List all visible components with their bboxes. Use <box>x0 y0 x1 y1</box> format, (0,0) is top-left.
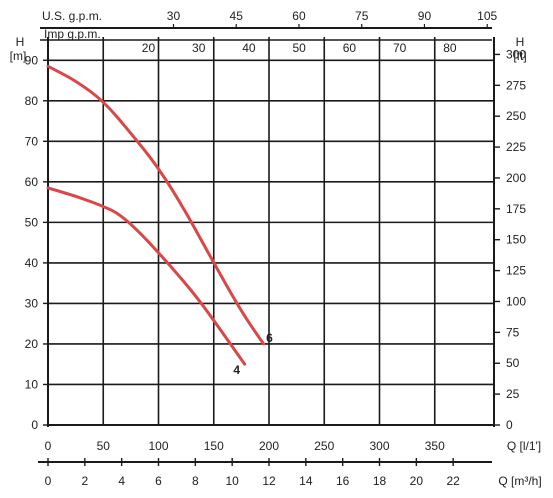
m3h-tick-label: 4 <box>118 474 125 488</box>
chart-labels: 0102030405060708090025507510012515017520… <box>10 9 542 488</box>
left-tick-label: 80 <box>25 94 39 108</box>
left-axis-unit: [m] <box>10 49 27 63</box>
series-curve-6 <box>46 64 265 346</box>
us-gpm-tick-label: 105 <box>477 9 497 23</box>
x-tick-label: 0 <box>45 439 52 453</box>
right-tick-label: 250 <box>506 109 526 123</box>
right-tick-label: 300 <box>506 47 526 61</box>
chart-series <box>46 64 265 366</box>
right-tick-label: 0 <box>506 418 513 432</box>
us-gpm-label: U.S. g.p.m. <box>42 9 102 23</box>
x-tick-label: 350 <box>425 439 445 453</box>
left-tick-label: 50 <box>25 215 39 229</box>
right-tick-label: 275 <box>506 78 526 92</box>
right-tick-label: 25 <box>506 387 520 401</box>
m3h-tick-label: 0 <box>45 474 52 488</box>
m3h-tick-label: 6 <box>155 474 162 488</box>
us-gpm-tick-label: 60 <box>292 9 306 23</box>
left-tick-label: 0 <box>31 418 38 432</box>
right-tick-label: 150 <box>506 233 526 247</box>
m3h-axis-label: Q [m³/h] <box>498 474 541 488</box>
imp-gpm-tick-label: 80 <box>443 41 457 55</box>
right-tick-label: 50 <box>506 356 520 370</box>
imp-gpm-tick-label: 20 <box>142 41 156 55</box>
x-tick-label: 200 <box>259 439 279 453</box>
right-tick-label: 75 <box>506 325 520 339</box>
right-tick-label: 125 <box>506 264 526 278</box>
right-axis-title: H <box>516 35 525 49</box>
m3h-tick-label: 8 <box>192 474 199 488</box>
m3h-tick-label: 20 <box>410 474 424 488</box>
m3h-tick-label: 22 <box>446 474 460 488</box>
left-tick-label: 40 <box>25 256 39 270</box>
imp-gpm-tick-label: 40 <box>242 41 256 55</box>
x-axis-label: Q [l/1'] <box>507 439 541 453</box>
us-gpm-tick-label: 30 <box>167 9 181 23</box>
left-axis-title: H <box>16 35 25 49</box>
us-gpm-tick-label: 45 <box>230 9 244 23</box>
m3h-tick-label: 10 <box>225 474 239 488</box>
right-tick-label: 100 <box>506 294 526 308</box>
series-curve-4 <box>46 186 247 366</box>
x-tick-label: 150 <box>204 439 224 453</box>
series-label-4: 4 <box>233 363 240 377</box>
chart-frame <box>38 24 500 466</box>
imp-gpm-tick-label: 50 <box>292 41 306 55</box>
imp-gpm-tick-label: 30 <box>192 41 206 55</box>
right-axis-unit: [ft] <box>513 49 526 63</box>
us-gpm-tick-label: 75 <box>355 9 369 23</box>
right-tick-label: 200 <box>506 171 526 185</box>
imp-gpm-tick-label: 60 <box>343 41 357 55</box>
x-tick-label: 100 <box>148 439 168 453</box>
left-tick-label: 90 <box>25 53 39 67</box>
left-tick-label: 10 <box>25 377 39 391</box>
m3h-tick-label: 14 <box>299 474 313 488</box>
us-gpm-tick-label: 90 <box>418 9 432 23</box>
x-tick-label: 300 <box>369 439 389 453</box>
chart-grid <box>47 37 494 426</box>
series-label-6: 6 <box>266 331 273 345</box>
x-tick-label: 50 <box>97 439 111 453</box>
m3h-tick-label: 12 <box>262 474 276 488</box>
imp-gpm-label: Imp g.p.m. <box>44 27 101 41</box>
right-tick-label: 225 <box>506 140 526 154</box>
left-tick-label: 60 <box>25 175 39 189</box>
left-tick-label: 20 <box>25 337 39 351</box>
x-tick-label: 250 <box>314 439 334 453</box>
imp-gpm-tick-label: 70 <box>393 41 407 55</box>
left-tick-label: 70 <box>25 134 39 148</box>
m3h-tick-label: 18 <box>373 474 387 488</box>
right-tick-label: 175 <box>506 202 526 216</box>
m3h-tick-label: 2 <box>81 474 88 488</box>
m3h-tick-label: 16 <box>336 474 350 488</box>
left-tick-label: 30 <box>25 296 39 310</box>
